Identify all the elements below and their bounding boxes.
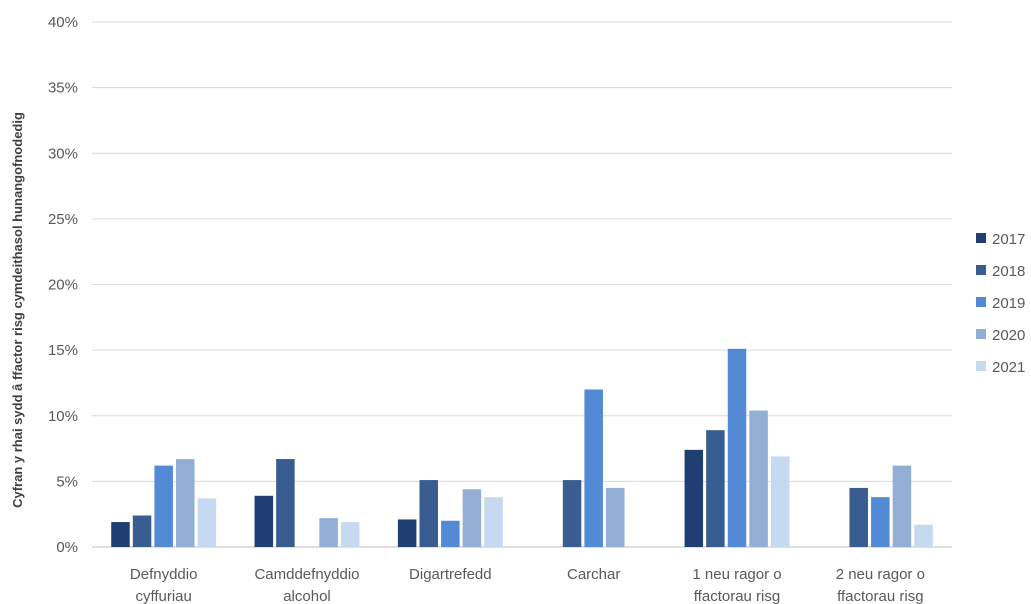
bar-2019 [727, 348, 747, 547]
legend-swatch-2018 [976, 265, 986, 275]
legend-label: 2018 [992, 263, 1025, 280]
bar-2019 [584, 389, 603, 547]
bar-2020 [606, 487, 625, 547]
y-tick-label: 25% [48, 211, 78, 228]
bar-2021 [484, 497, 503, 547]
y-tick-label: 15% [48, 342, 78, 359]
bar-2019 [154, 465, 173, 547]
category-label: 1 neu ragor o ffactorau risg [692, 566, 781, 604]
bar-2017 [684, 449, 704, 547]
legend-swatch-2020 [976, 329, 986, 339]
y-tick-label: 5% [56, 473, 78, 490]
bar-2019 [441, 520, 460, 547]
bar-2020 [462, 489, 482, 547]
legend-label: 2017 [992, 231, 1025, 248]
bar-2020 [319, 518, 338, 547]
y-axis-label: Cyfran y rhai sydd â ffactor risg cymdei… [10, 112, 25, 508]
bar-2019 [871, 497, 890, 547]
legend-swatch-2017 [976, 233, 986, 243]
legend: 2017 2018 2019 2020 2021 [976, 231, 1025, 376]
bars [111, 348, 933, 547]
bar-2020 [749, 410, 768, 547]
y-tick-label: 20% [48, 277, 78, 294]
category-label: Digartrefedd [409, 566, 492, 583]
bar-2021 [340, 522, 360, 547]
bar-2017 [111, 522, 130, 547]
bar-2017 [397, 519, 417, 547]
bar-2018 [562, 480, 582, 547]
bar-2020 [176, 459, 195, 547]
category-label: Camddefnyddio alcohol [254, 566, 359, 604]
bar-2017 [254, 495, 274, 547]
category-label: Defnyddio cyffuriau [130, 566, 198, 604]
y-tick-label: 30% [48, 145, 78, 162]
bar-2020 [892, 465, 912, 547]
category-label: 2 neu ragor o ffactorau risg [836, 566, 925, 604]
bar-2018 [276, 459, 295, 547]
y-tick-label: 0% [56, 539, 78, 556]
bar-2018 [849, 487, 868, 547]
y-tick-label: 35% [48, 80, 78, 97]
y-tick-label: 40% [48, 14, 78, 31]
bar-2021 [770, 456, 790, 547]
bar-2018 [132, 515, 152, 547]
category-labels: Defnyddio cyffuriau Camddefnyddio alcohol Di… [130, 566, 925, 604]
gridlines [92, 21, 952, 548]
category-label: Carchar [567, 566, 620, 583]
bar-2021 [197, 498, 217, 547]
legend-swatch-2019 [976, 297, 986, 307]
y-tick-labels: 0% 5% 10% 15% 20% 25% 30% 35% 40% [48, 14, 78, 556]
bar-2021 [914, 524, 933, 547]
legend-label: 2021 [992, 359, 1025, 376]
y-tick-label: 10% [48, 408, 78, 425]
legend-swatch-2021 [976, 361, 986, 371]
legend-label: 2019 [992, 295, 1025, 312]
legend-label: 2020 [992, 327, 1025, 344]
bar-2018 [419, 480, 438, 547]
bar-2018 [706, 430, 725, 547]
